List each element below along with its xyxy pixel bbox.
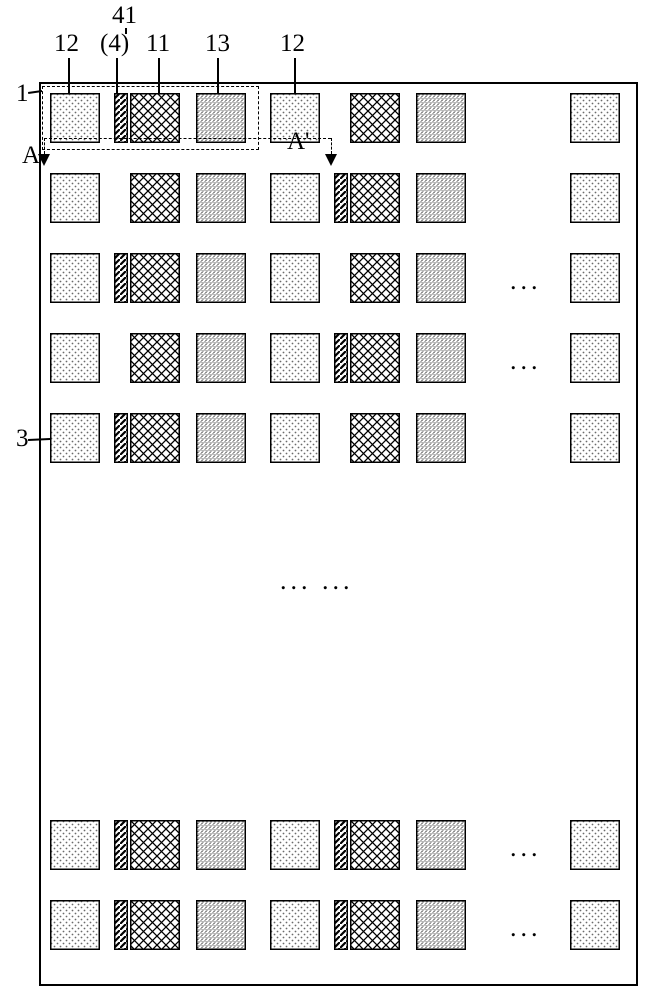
ellipsis-2: ... ... [280,576,354,586]
pixel-pNoise-r1-c5 [416,173,466,223]
leader-4 [116,58,118,93]
pixel-pDots-r1-c0 [50,173,100,223]
pixel-pDots-r4-cR [570,413,620,463]
sensor-strip-r1 [334,173,348,223]
label-13: 13 [205,30,230,58]
pixel-pDots-r0-cR [570,93,620,143]
leader-12a [68,58,70,93]
pixel-pCross-r3-c4 [350,333,400,383]
ellipsis-0: ... [510,276,542,286]
pixel-pNoise-r2-c5 [416,253,466,303]
pixel-pDots-r2-cR [570,253,620,303]
pixel-pCross-r3-c1 [130,333,180,383]
leader-13 [217,58,219,93]
pixel-pCross-r101-c1 [130,900,180,950]
sensor-strip-r100 [114,820,128,870]
label-Aprime: A' [287,128,310,156]
ellipsis-3: ... [510,843,542,853]
label-1: 1 [16,80,29,108]
pixel-pNoise-r2-c2 [196,253,246,303]
sensor-strip-r2 [114,253,128,303]
pixel-pDots-r101-cR [570,900,620,950]
pixel-pDots-r100-cR [570,820,620,870]
section-drop-A [44,138,45,154]
ellipsis-4: ... [510,923,542,933]
ellipsis-1: ... [510,356,542,366]
sensor-strip-r100-b [334,820,348,870]
pixel-pCross-r2-c1 [130,253,180,303]
pixel-pDots-r100-c3 [270,820,320,870]
pixel-pNoise-r100-c5 [416,820,466,870]
pixel-pDots-r100-c0 [50,820,100,870]
pixel-pDots-r2-c0 [50,253,100,303]
pixel-pCross-r100-c1 [130,820,180,870]
region-1-box [42,86,259,150]
label-3: 3 [16,425,29,453]
sensor-strip-r101 [114,900,128,950]
pixel-pDots-r3-c3 [270,333,320,383]
sensor-strip-r4 [114,413,128,463]
leader-12b [294,58,296,93]
pixel-pNoise-r3-c5 [416,333,466,383]
label-11: 11 [146,30,170,58]
pixel-pDots-r2-c3 [270,253,320,303]
leader-11 [158,58,160,93]
label-12a: 12 [54,30,79,58]
pixel-pCross-r1-c1 [130,173,180,223]
sensor-strip-r3 [334,333,348,383]
pixel-pNoise-r101-c5 [416,900,466,950]
pixel-pDots-r101-c3 [270,900,320,950]
pixel-pNoise-r4-c5 [416,413,466,463]
pixel-pDots-r4-c0 [50,413,100,463]
pixel-pCross-r100-c4 [350,820,400,870]
pixel-pDots-r3-c0 [50,333,100,383]
pixel-pNoise-r4-c2 [196,413,246,463]
pixel-pCross-r101-c4 [350,900,400,950]
pixel-pDots-r4-c3 [270,413,320,463]
pixel-pDots-r101-c0 [50,900,100,950]
pixel-pDots-r1-c3 [270,173,320,223]
label-41: 41 [112,2,137,30]
pixel-pCross-r0-c4 [350,93,400,143]
pixel-pNoise-r1-c2 [196,173,246,223]
pixel-pNoise-r101-c2 [196,900,246,950]
label-12b: 12 [280,30,305,58]
sensor-strip-r101-b [334,900,348,950]
label-4: (4) [100,30,129,58]
pixel-pNoise-r3-c2 [196,333,246,383]
pixel-pCross-r4-c1 [130,413,180,463]
arrow-Aprime [325,154,337,166]
pixel-pCross-r1-c4 [350,173,400,223]
pixel-pCross-r2-c4 [350,253,400,303]
leader-41-stub [125,28,127,34]
pixel-pDots-r3-cR [570,333,620,383]
pixel-pDots-r1-cR [570,173,620,223]
section-drop-Aprime [331,138,332,154]
label-A: A [22,142,40,170]
pixel-pNoise-r0-c5 [416,93,466,143]
pixel-pCross-r4-c4 [350,413,400,463]
pixel-pNoise-r100-c2 [196,820,246,870]
